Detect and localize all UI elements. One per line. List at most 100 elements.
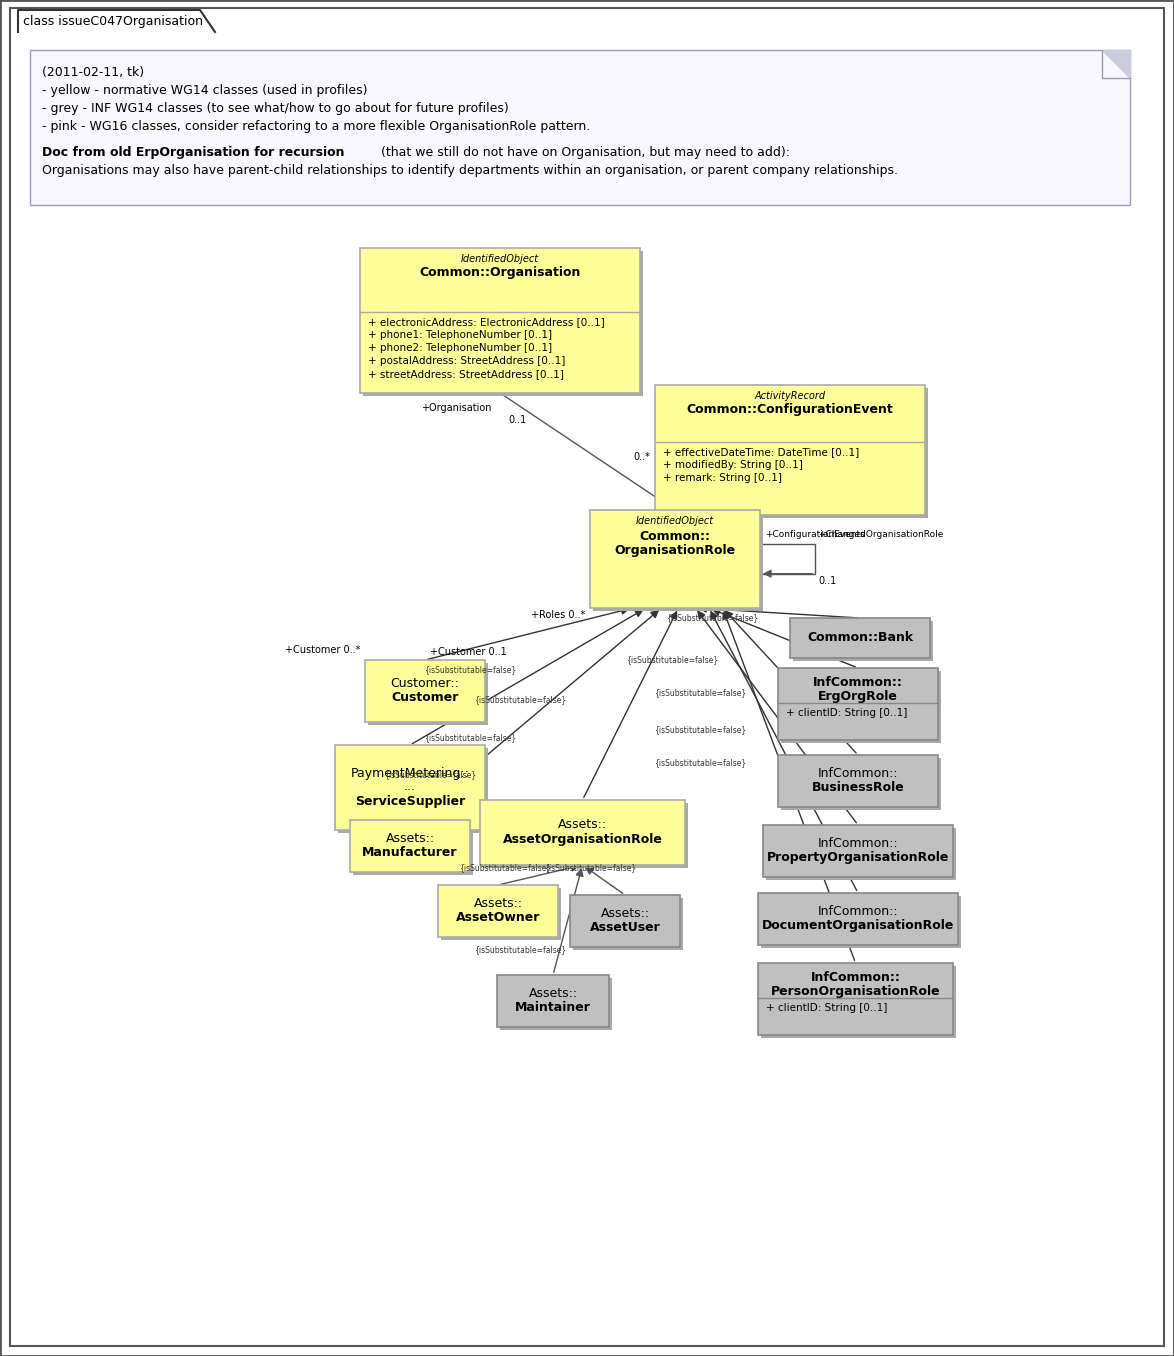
Text: PersonOrganisationRole: PersonOrganisationRole (770, 984, 940, 998)
Text: Organisations may also have parent-child relationships to identify departments w: Organisations may also have parent-child… (42, 164, 898, 178)
Bar (350, 820, 470, 872)
Bar (655, 385, 925, 515)
Text: {isSubstitutable=false}: {isSubstitutable=false} (544, 864, 636, 872)
Text: {isSubstitutable=false}: {isSubstitutable=false} (654, 758, 747, 767)
Text: AssetUser: AssetUser (589, 921, 660, 934)
Text: +Customer 0..1: +Customer 0..1 (430, 647, 507, 658)
Bar (758, 894, 958, 945)
Bar (593, 513, 763, 612)
Bar (657, 388, 927, 518)
Text: {isSubstitutable=false}: {isSubstitutable=false} (424, 666, 517, 674)
Text: +ConfigurationEvents: +ConfigurationEvents (765, 530, 865, 540)
Bar (573, 898, 683, 951)
Text: Assets::: Assets:: (558, 819, 607, 831)
Text: {isSubstitutable=false}: {isSubstitutable=false} (626, 655, 718, 664)
Text: InfCommon::: InfCommon:: (817, 904, 898, 918)
Text: {isSubstitutable=false}: {isSubstitutable=false} (384, 770, 477, 780)
Text: - yellow - normative WG14 classes (used in profiles): - yellow - normative WG14 classes (used … (42, 84, 367, 98)
Bar (778, 669, 938, 740)
Bar (591, 510, 760, 607)
Text: + effectiveDateTime: DateTime [0..1]: + effectiveDateTime: DateTime [0..1] (663, 447, 859, 457)
Text: + modifiedBy: String [0..1]: + modifiedBy: String [0..1] (663, 460, 803, 471)
Text: class issueC047Organisation: class issueC047Organisation (23, 15, 203, 27)
Text: +ChangedOrganisationRole: +ChangedOrganisationRole (818, 530, 944, 540)
Text: IdentifiedObject: IdentifiedObject (461, 254, 539, 264)
Text: Common::Bank: Common::Bank (807, 631, 913, 644)
Text: Common::ConfigurationEvent: Common::ConfigurationEvent (687, 403, 893, 416)
Text: Manufacturer: Manufacturer (363, 846, 458, 858)
Text: Customer::: Customer:: (391, 677, 459, 690)
Text: {isSubstitutable=false}: {isSubstitutable=false} (424, 734, 517, 743)
Text: {isSubstitutable=false}: {isSubstitutable=false} (474, 696, 566, 705)
Bar (761, 965, 956, 1037)
Bar (335, 744, 485, 830)
Text: AssetOrganisationRole: AssetOrganisationRole (502, 833, 662, 846)
Text: PropertyOrganisationRole: PropertyOrganisationRole (767, 852, 950, 864)
Bar (758, 963, 953, 1035)
Text: 0..*: 0..* (633, 452, 650, 461)
Text: IdentifiedObject: IdentifiedObject (636, 517, 714, 526)
Text: Doc from old ErpOrganisation for recursion: Doc from old ErpOrganisation for recursi… (42, 146, 344, 159)
Text: {isSubstitutable=false}: {isSubstitutable=false} (654, 725, 747, 735)
Text: ActivityRecord: ActivityRecord (755, 391, 825, 401)
Text: (that we still do not have on Organisation, but may need to add):: (that we still do not have on Organisati… (377, 146, 790, 159)
Text: - grey - INF WG14 classes (to see what/how to go about for future profiles): - grey - INF WG14 classes (to see what/h… (42, 102, 508, 115)
Bar (363, 251, 643, 396)
Bar (483, 803, 688, 868)
Text: ServiceSupplier: ServiceSupplier (355, 795, 465, 808)
Text: {isSubstitutable=false}: {isSubstitutable=false} (459, 864, 551, 872)
Bar (500, 978, 612, 1031)
Bar (360, 248, 640, 393)
Text: - pink - WG16 classes, consider refactoring to a more flexible OrganisationRole : - pink - WG16 classes, consider refactor… (42, 119, 591, 133)
Text: +Customer 0..*: +Customer 0..* (284, 645, 360, 655)
Text: Common::Organisation: Common::Organisation (419, 266, 581, 279)
Bar (438, 885, 558, 937)
Text: Maintainer: Maintainer (515, 1001, 591, 1014)
Bar (781, 758, 942, 810)
Bar (480, 800, 684, 865)
Bar (367, 663, 488, 725)
Bar (792, 621, 933, 660)
Bar (441, 888, 561, 940)
Text: Assets::: Assets:: (473, 898, 522, 910)
Text: +Organisation: +Organisation (421, 403, 492, 414)
Bar (353, 823, 473, 875)
Text: {isSubstitutable=false}: {isSubstitutable=false} (654, 689, 747, 697)
Bar (365, 660, 485, 721)
Text: + electronicAddress: ElectronicAddress [0..1]: + electronicAddress: ElectronicAddress [… (367, 317, 605, 327)
Bar (763, 824, 953, 877)
Text: +Roles 0..*: +Roles 0..* (531, 610, 585, 620)
Text: 0..1: 0..1 (508, 415, 526, 424)
Text: + streetAddress: StreetAddress [0..1]: + streetAddress: StreetAddress [0..1] (367, 369, 564, 378)
Bar (497, 975, 609, 1026)
Text: + postalAddress: StreetAddress [0..1]: + postalAddress: StreetAddress [0..1] (367, 355, 566, 366)
Text: + phone1: TelephoneNumber [0..1]: + phone1: TelephoneNumber [0..1] (367, 330, 552, 340)
Text: Assets::: Assets:: (385, 833, 434, 845)
Text: DocumentOrganisationRole: DocumentOrganisationRole (762, 919, 954, 932)
Text: InfCommon::: InfCommon:: (814, 677, 903, 689)
Text: OrganisationRole: OrganisationRole (614, 544, 736, 557)
Bar (338, 749, 488, 833)
Text: InfCommon::: InfCommon:: (817, 767, 898, 780)
Bar (790, 618, 930, 658)
Text: {isSubstitutable=false}: {isSubstitutable=false} (666, 613, 758, 622)
Text: Assets::: Assets:: (528, 987, 578, 999)
Text: + clientID: String [0..1]: + clientID: String [0..1] (765, 1002, 888, 1013)
Text: InfCommon::: InfCommon:: (810, 971, 900, 984)
Bar (31, 50, 1131, 205)
Text: + clientID: String [0..1]: + clientID: String [0..1] (787, 708, 908, 717)
Polygon shape (1102, 50, 1131, 79)
Text: + phone2: TelephoneNumber [0..1]: + phone2: TelephoneNumber [0..1] (367, 343, 552, 353)
Text: BusinessRole: BusinessRole (811, 781, 904, 795)
Bar (781, 671, 942, 743)
Text: Customer: Customer (391, 692, 459, 704)
Bar (571, 895, 680, 946)
Text: ErgOrgRole: ErgOrgRole (818, 690, 898, 702)
Bar (765, 829, 956, 880)
Bar (761, 896, 962, 948)
Text: Common::: Common:: (640, 530, 710, 542)
Text: {isSubstitutable=false}: {isSubstitutable=false} (474, 945, 566, 955)
Text: + remark: String [0..1]: + remark: String [0..1] (663, 473, 782, 483)
Text: InfCommon::: InfCommon:: (817, 837, 898, 850)
Text: AssetOwner: AssetOwner (456, 911, 540, 923)
